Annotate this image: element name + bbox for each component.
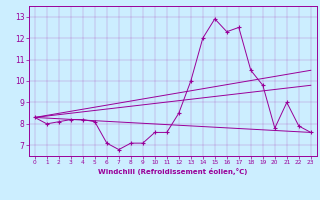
X-axis label: Windchill (Refroidissement éolien,°C): Windchill (Refroidissement éolien,°C) xyxy=(98,168,247,175)
